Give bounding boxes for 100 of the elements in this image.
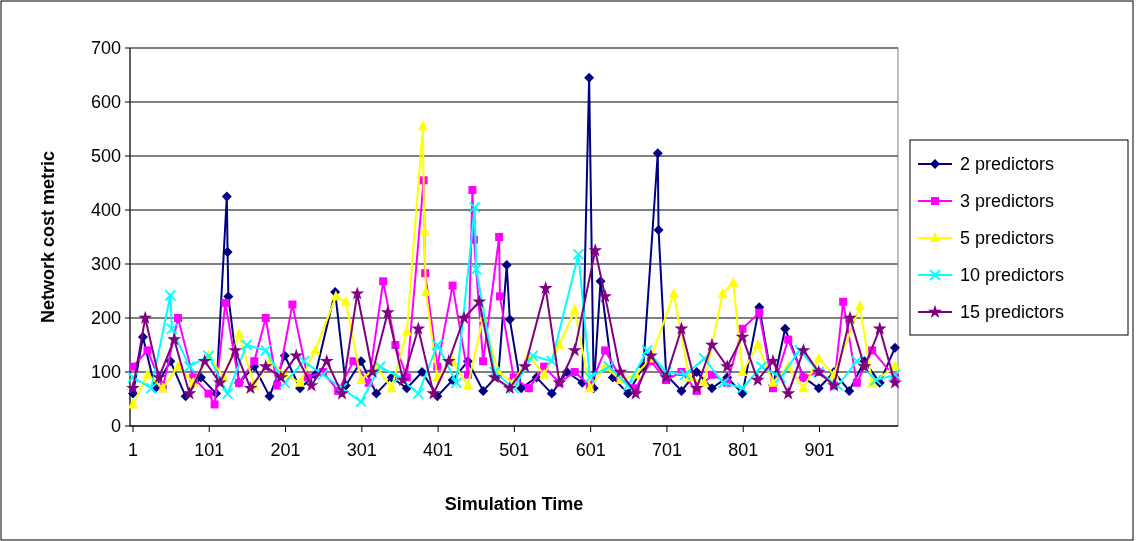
point (478, 385, 489, 396)
point (419, 225, 430, 236)
point (584, 72, 595, 83)
y-tick-label: 400 (90, 200, 121, 221)
x-tick-label: 101 (194, 440, 225, 460)
x-tick-label: 701 (651, 440, 682, 460)
x-tick-label: 901 (804, 440, 835, 460)
point (310, 344, 321, 355)
point (240, 339, 253, 351)
point (426, 386, 441, 400)
x-tick-label: 801 (728, 440, 759, 460)
legend-label: 10 predictors (960, 265, 1065, 286)
point (182, 386, 197, 400)
y-axis-title: Network cost metric (38, 150, 58, 324)
point (857, 359, 872, 373)
point (221, 387, 234, 400)
point (854, 300, 865, 311)
y-tick-label: 600 (90, 92, 121, 113)
point (472, 294, 487, 308)
point (411, 321, 426, 335)
point (379, 277, 388, 286)
point (798, 382, 809, 393)
x-axis-title: Simulation Time (444, 494, 584, 514)
point (538, 280, 553, 295)
point (588, 243, 603, 257)
point (567, 343, 582, 357)
point (479, 357, 488, 366)
point (546, 388, 557, 399)
point (890, 342, 900, 353)
point (569, 303, 580, 314)
point (222, 247, 233, 258)
point (173, 360, 183, 371)
point (524, 384, 533, 393)
point (431, 339, 444, 351)
point (264, 391, 275, 402)
y-tick-label: 300 (90, 254, 121, 275)
point (213, 375, 227, 389)
point (539, 368, 550, 379)
point (736, 382, 749, 395)
point (706, 383, 717, 394)
point (145, 382, 158, 395)
point (707, 370, 716, 379)
point (420, 286, 431, 297)
point (502, 380, 517, 395)
y-tick-label: 200 (90, 308, 121, 329)
point (752, 339, 763, 349)
point (142, 368, 153, 379)
point (393, 371, 406, 384)
legend-label: 5 predictors (960, 228, 1055, 249)
point (243, 380, 258, 395)
point (679, 368, 692, 381)
point (504, 314, 515, 325)
point (273, 381, 282, 390)
point (167, 332, 182, 346)
point (676, 385, 687, 396)
point (850, 355, 863, 368)
point (261, 314, 270, 322)
point (317, 368, 329, 381)
point (380, 305, 395, 319)
point (288, 300, 297, 309)
point (598, 289, 613, 303)
point (628, 386, 643, 400)
point (784, 335, 793, 344)
point (259, 344, 272, 357)
point (128, 398, 138, 409)
point (151, 370, 166, 384)
point (462, 379, 473, 390)
point (755, 308, 764, 317)
point (643, 348, 658, 362)
point (852, 378, 861, 387)
point (335, 386, 349, 400)
point (717, 376, 730, 389)
x-tick-label: 601 (575, 440, 606, 460)
point (258, 359, 273, 373)
y-tick-label: 0 (110, 416, 121, 437)
point (613, 364, 628, 378)
point (774, 371, 787, 384)
point (737, 388, 748, 399)
point (653, 224, 664, 235)
legend-label: 2 predictors (960, 154, 1055, 175)
point (704, 337, 719, 351)
point (735, 329, 750, 343)
point (374, 360, 387, 373)
point (210, 400, 219, 409)
point (831, 379, 844, 392)
point (350, 286, 365, 300)
point (166, 322, 178, 335)
x-tick-label: 201 (270, 440, 301, 460)
point (889, 368, 901, 381)
point (470, 263, 483, 276)
point (487, 370, 502, 384)
point (652, 148, 663, 159)
point (659, 370, 674, 384)
x-tick-label: 401 (423, 440, 454, 460)
point (228, 343, 243, 357)
point (221, 298, 230, 307)
point (813, 383, 824, 394)
point (674, 321, 689, 335)
point (872, 321, 887, 335)
point (304, 378, 319, 392)
